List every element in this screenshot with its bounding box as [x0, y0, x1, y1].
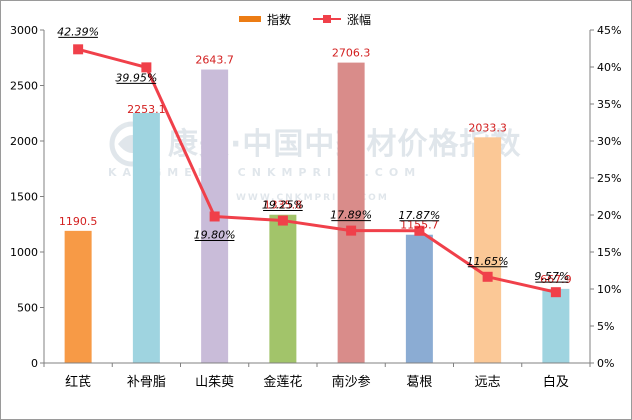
change-value-label-3: 19.80% — [194, 228, 236, 241]
y-right-tick-label: 40% — [597, 61, 621, 74]
change-line — [77, 47, 557, 294]
x-tick-label: 白及 — [543, 374, 569, 390]
watermark: 康美·中国中药材价格指数 KANGMEI · CNKMPRICE.COM WWW… — [108, 121, 520, 203]
y-right-tick-label: 10% — [597, 283, 621, 296]
bar-8 — [542, 288, 570, 363]
legend-line-label: 涨幅 — [347, 12, 372, 27]
bar-4 — [269, 214, 297, 363]
legend-line-swatch — [313, 14, 342, 24]
bar-value-label-7: 2033.3 — [468, 121, 507, 134]
y-left-tick-label: 1500 — [10, 191, 38, 204]
bar-value-label-3: 2643.7 — [195, 54, 234, 67]
change-value-label-6: 17.87% — [398, 209, 440, 222]
y-left-tick-label: 1000 — [10, 246, 38, 259]
change-marker-8 — [550, 287, 561, 298]
change-value-label-2: 39.95% — [115, 71, 157, 84]
x-tick-label: 红芪 — [65, 374, 91, 390]
bar-series — [64, 62, 570, 363]
x-tick-label: 山茱萸 — [195, 375, 234, 390]
bar-5 — [337, 62, 365, 363]
y-left-tick-label: 500 — [17, 302, 38, 315]
change-value-label-7: 11.65% — [467, 255, 509, 268]
y-right-tick-label: 25% — [597, 172, 621, 185]
x-tick-label: 远志 — [475, 375, 501, 390]
y-left-tick-label: 0 — [31, 357, 38, 370]
legend: 指数 涨幅 — [239, 9, 393, 29]
bar-value-label-2: 2253.1 — [127, 103, 166, 116]
y-right-tick-label: 30% — [597, 135, 621, 148]
bar-6 — [405, 234, 433, 363]
y-right-tick-label: 5% — [597, 320, 614, 333]
change-marker-2 — [141, 62, 152, 73]
change-value-label-5: 17.89% — [330, 209, 372, 222]
change-value-label-8: 9.57% — [534, 270, 569, 283]
watermark-url: WWW.CNKMPRICE.COM — [236, 193, 389, 203]
change-marker-7 — [482, 271, 493, 282]
legend-bar-swatch — [239, 16, 261, 22]
bar-value-label-1: 1190.5 — [59, 215, 98, 228]
y-left-tick-label: 3000 — [10, 24, 38, 37]
x-tick-label: 补骨脂 — [127, 375, 166, 390]
y-left-tick-label: 2000 — [10, 135, 38, 148]
change-value-label-4: 19.25% — [262, 199, 304, 212]
change-value-label-1: 42.39% — [57, 25, 99, 38]
change-marker-1 — [73, 44, 84, 55]
change-marker-6 — [414, 225, 425, 236]
line-series — [73, 44, 561, 298]
legend-item-change: 涨幅 — [313, 11, 371, 28]
data-labels: 1190.5 2253.1 2643.7 1335.8 2706.3 1155.7 2033… — [57, 25, 571, 286]
y-right-tick-label: 0% — [597, 357, 614, 370]
bar-value-label-6: 1155.7 — [400, 219, 439, 232]
y-right-tick-label: 35% — [597, 98, 621, 111]
bar-1 — [64, 230, 92, 363]
bar-value-label-4: 1335.8 — [264, 199, 303, 212]
legend-bar-label: 指数 — [267, 12, 292, 27]
bar-value-label-5: 2706.3 — [332, 47, 371, 60]
bar-2 — [132, 112, 160, 363]
change-marker-5 — [346, 225, 357, 236]
y-right-tick-label: 15% — [597, 246, 621, 259]
change-marker-4 — [277, 215, 288, 226]
x-tick-label: 南沙参 — [332, 374, 371, 390]
x-tick-label: 金莲花 — [263, 374, 302, 390]
axes: 0 500 1000 1500 2000 2500 3000 0% 5% 10% 15% 20% 25%… — [10, 24, 621, 390]
change-marker-3 — [209, 211, 220, 222]
bar-7 — [474, 137, 502, 363]
legend-item-index: 指数 — [239, 11, 291, 28]
y-right-tick-label: 45% — [597, 24, 621, 37]
y-right-tick-label: 20% — [597, 209, 621, 222]
y-left-tick-label: 2500 — [10, 80, 38, 93]
x-tick-label: 葛根 — [406, 375, 432, 390]
